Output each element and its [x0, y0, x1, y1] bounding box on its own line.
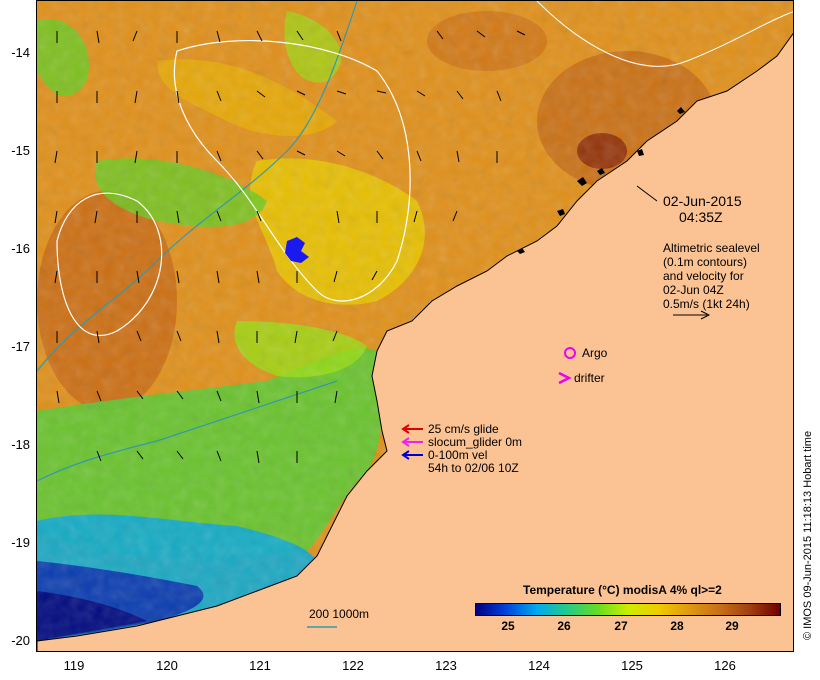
vel-arrow [401, 450, 423, 460]
bathy-1000m [56, 192, 163, 337]
altimetry-line1: Altimetric sealevel [663, 241, 760, 255]
lat-label-14: -14 [11, 45, 30, 60]
lon-label-123: 123 [435, 658, 457, 673]
colorbar: Temperature (°C) modisA 4% ql>=2 25 26 2… [475, 583, 781, 633]
lon-label-126: 126 [714, 658, 736, 673]
lon-label-119: 119 [63, 658, 85, 673]
colorbar-title: Temperature (°C) modisA 4% ql>=2 [523, 583, 722, 597]
lat-label-17: -17 [11, 339, 30, 354]
lat-label-16: -16 [11, 241, 30, 256]
lon-label-122: 122 [342, 658, 364, 673]
bathy-200m [37, 1, 358, 372]
velocity-arrows [54, 30, 526, 464]
lon-label-121: 121 [249, 658, 271, 673]
lon-label-125: 125 [621, 658, 643, 673]
glider-line4: 54h to 02/06 10Z [428, 461, 519, 475]
glider-line2: slocum_glider 0m [428, 435, 523, 449]
colorbar-tick-25: 25 [501, 619, 515, 633]
altimetry-line3: and velocity for [663, 269, 744, 283]
scale-arrow [673, 310, 711, 320]
argo-label: Argo [582, 346, 608, 360]
land-mass [37, 32, 793, 651]
lon-label-120: 120 [156, 658, 178, 673]
lat-label-19: -19 [11, 535, 30, 550]
sst-map: 02-Jun-2015 04:35Z Altimetric sealevel (… [36, 0, 794, 652]
map-canvas [37, 1, 793, 651]
glide-arrow [401, 424, 423, 434]
lat-label-18: -18 [11, 437, 30, 452]
time-label: 04:35Z [679, 209, 723, 225]
altimetry-line2: (0.1m contours) [663, 255, 748, 269]
glider-line1: 25 cm/s glide [428, 422, 499, 436]
colorbar-tick-27: 27 [614, 619, 628, 633]
date-pointer [636, 185, 658, 202]
colorbar-tick-28: 28 [670, 619, 684, 633]
lon-label-124: 124 [528, 658, 550, 673]
credit-text: © IMOS 09-Jun-2015 11:18:13 Hobart time [802, 430, 814, 640]
argo-marker [564, 347, 576, 359]
lat-label-15: -15 [11, 143, 30, 158]
colorbar-tick-29: 29 [725, 619, 739, 633]
lat-label-20: -20 [11, 633, 30, 648]
altimetry-line5: 0.5m/s (1kt 24h) [663, 297, 750, 311]
colorbar-gradient [475, 603, 781, 616]
glider-line3: 0-100m vel [428, 448, 488, 462]
glider-track [285, 237, 309, 263]
date-label: 02-Jun-2015 [663, 193, 742, 209]
altimetry-line4: 02-Jun 04Z [663, 283, 724, 297]
slocum-arrow [401, 437, 423, 447]
drifter-marker [558, 371, 572, 385]
credit: © IMOS 09-Jun-2015 11:18:13 Hobart time [802, 360, 818, 660]
bathy-legend-label: 200 1000m [309, 607, 370, 621]
colorbar-tick-26: 26 [557, 619, 571, 633]
drifter-label: drifter [574, 371, 605, 385]
